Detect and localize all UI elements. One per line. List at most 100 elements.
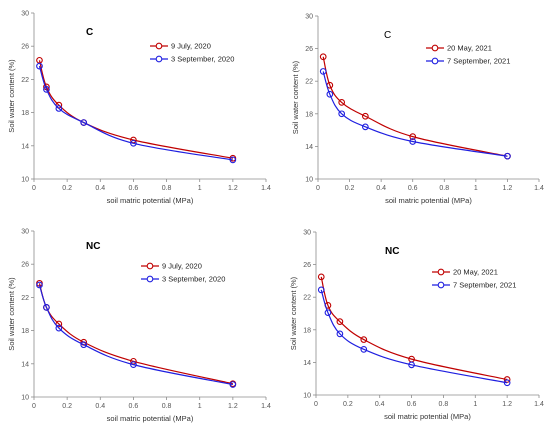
x-axis-title: soil matric potential (MPa) [385,196,472,205]
data-point [317,273,325,281]
data-point [362,112,369,120]
legend-marker [155,55,163,63]
data-point [504,152,511,160]
data-point [229,156,237,164]
x-tick-label: 0.8 [439,401,449,408]
y-tick-label: 14 [303,360,311,367]
x-tick-label: 0 [32,403,36,410]
series-line [322,56,508,157]
panel-label: C [384,30,391,41]
data-point [360,336,368,343]
data-point [338,110,346,118]
x-tick-label: 1.2 [503,185,513,192]
data-point [360,346,368,353]
legend-marker [146,262,154,270]
data-point [36,62,43,70]
data-point [503,379,511,387]
y-axis-title: Soil water content (%) [7,59,16,133]
series-line [320,276,508,381]
y-tick-label: 26 [21,262,29,269]
data-point [36,281,43,289]
data-point [319,53,327,61]
x-tick-label: 0.8 [439,185,449,192]
x-axis-title: soil matric potential (MPa) [107,414,194,423]
x-tick-label: 1.2 [502,401,512,408]
series-line [322,71,508,157]
x-axis-title: soil matric potential (MPa) [384,412,471,421]
data-point [319,68,327,75]
data-point [55,105,63,112]
y-axis-title: Soil water content (%) [291,60,300,134]
x-tick-label: 0.4 [375,401,385,408]
x-tick-label: 1 [198,185,202,192]
y-axis-title: Soil water content (%) [289,276,298,350]
y-tick-label: 18 [21,328,29,335]
x-tick-label: 1 [473,401,477,408]
data-point [409,138,417,145]
x-tick-label: 0 [32,185,36,192]
x-tick-label: 1.2 [228,403,238,410]
y-tick-label: 30 [303,230,311,237]
chart-panel-2: 0 0.2 0.4 0.6 0.8 1 1.2 1.4 10 14 18 22 26 30 soil mat… [291,14,544,206]
data-point [43,86,50,93]
data-point [336,318,344,326]
x-tick-label: 0.8 [162,403,172,410]
x-tick-label: 0.6 [407,401,417,408]
x-tick-label: 0.6 [129,403,139,410]
y-tick-label: 14 [305,144,313,151]
y-tick-label: 26 [305,46,313,53]
data-point [80,119,88,126]
data-point [317,286,325,294]
panel-label: NC [86,241,100,252]
legend-label: 20 May, 2021 [453,268,498,277]
legend-marker [431,57,439,65]
x-tick-label: 1.4 [534,185,544,192]
y-tick-label: 22 [303,295,311,302]
series-line [38,284,233,386]
y-tick-label: 10 [305,177,313,184]
legend-label: 3 September, 2020 [162,275,225,284]
chart-panel-3: 0 0.2 0.4 0.6 0.8 1 1.2 1.4 10 14 18 22 26 30 soil mat… [7,229,271,424]
legend-label: 9 July, 2020 [171,42,211,51]
y-axis-title: Soil water content (%) [7,277,16,351]
y-tick-label: 18 [305,111,313,118]
x-tick-label: 1.2 [228,185,238,192]
y-tick-label: 14 [21,361,29,368]
x-axis-title: soil matric potential (MPa) [107,196,194,205]
panel-label: C [86,27,93,38]
legend-marker [437,268,445,276]
legend-marker [155,42,163,50]
y-tick-label: 10 [21,395,29,402]
y-tick-label: 26 [21,44,29,51]
x-tick-label: 1 [198,403,202,410]
chart-panel-1: 0 0.2 0.4 0.6 0.8 1 1.2 1.4 10 14 18 22 26 30 soil mat… [7,11,271,206]
data-point [324,309,332,317]
series-line [38,65,233,161]
x-tick-label: 0.4 [376,185,386,192]
legend-label: 3 September, 2020 [171,55,234,64]
data-point [338,99,346,106]
data-point [409,133,417,140]
y-tick-label: 10 [303,393,311,400]
x-tick-label: 1.4 [261,403,271,410]
legend-marker [146,275,154,283]
panel-label: NC [385,246,399,257]
y-tick-label: 10 [21,177,29,184]
x-tick-label: 1 [474,185,478,192]
legend-marker [431,44,439,52]
data-point [326,90,334,98]
data-point [55,324,63,332]
x-tick-label: 0.6 [408,185,418,192]
data-point [43,304,50,311]
x-tick-label: 0.2 [62,403,72,410]
legend-label: 7 September, 2021 [453,281,516,290]
y-tick-label: 22 [305,79,313,86]
data-point [229,381,237,388]
legend-label: 7 September, 2021 [447,57,510,66]
x-tick-label: 1.4 [261,185,271,192]
legend-marker [437,281,445,289]
legend-label: 9 July, 2020 [162,262,202,271]
x-tick-label: 0.4 [95,403,105,410]
y-tick-label: 22 [21,295,29,302]
